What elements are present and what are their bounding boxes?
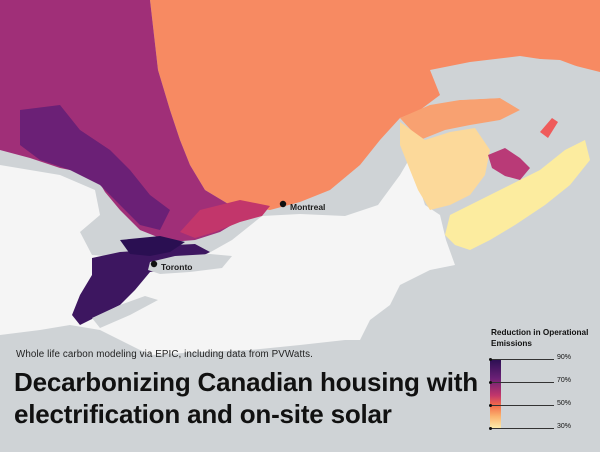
legend-tick-label: 90% [557,354,572,361]
city-marker-montreal [279,200,287,208]
legend-tick-dot [489,358,492,361]
legend-tick-label: 70% [557,377,572,384]
island [540,118,558,138]
region-pei [488,148,530,180]
lake-erie [92,296,158,328]
gulf-st-lawrence [430,56,600,160]
legend-tick-line [490,359,554,360]
legend-color-ramp [490,359,501,429]
region-golden-horseshoe [120,236,185,256]
legend-tick-line [490,428,554,429]
city-label-toronto: Toronto [161,262,192,272]
subtitle: Whole life carbon modeling via EPIC, inc… [16,349,313,360]
region-quebec-north [150,0,600,210]
region-ontario-central [20,105,170,230]
legend-tick-dot [489,404,492,407]
region-nova-scotia [445,140,590,250]
lake-ontario [148,254,232,274]
legend-title: Reduction in Operational Emissions [491,328,589,348]
legend-tick-dot [489,427,492,430]
region-gaspe [400,98,520,140]
legend-tick-dot [489,381,492,384]
legend-tick-line [490,382,554,383]
city-label-montreal: Montreal [290,202,325,212]
region-eastern-ontario [180,200,270,238]
region-new-brunswick [400,122,490,210]
region-ontario-north [0,0,240,242]
page-title: Decarbonizing Canadian housing with elec… [14,367,478,429]
city-marker-toronto [150,260,158,268]
legend-tick-label: 50% [557,400,572,407]
legend-tick-label: 30% [557,423,572,430]
legend-tick-line [490,405,554,406]
